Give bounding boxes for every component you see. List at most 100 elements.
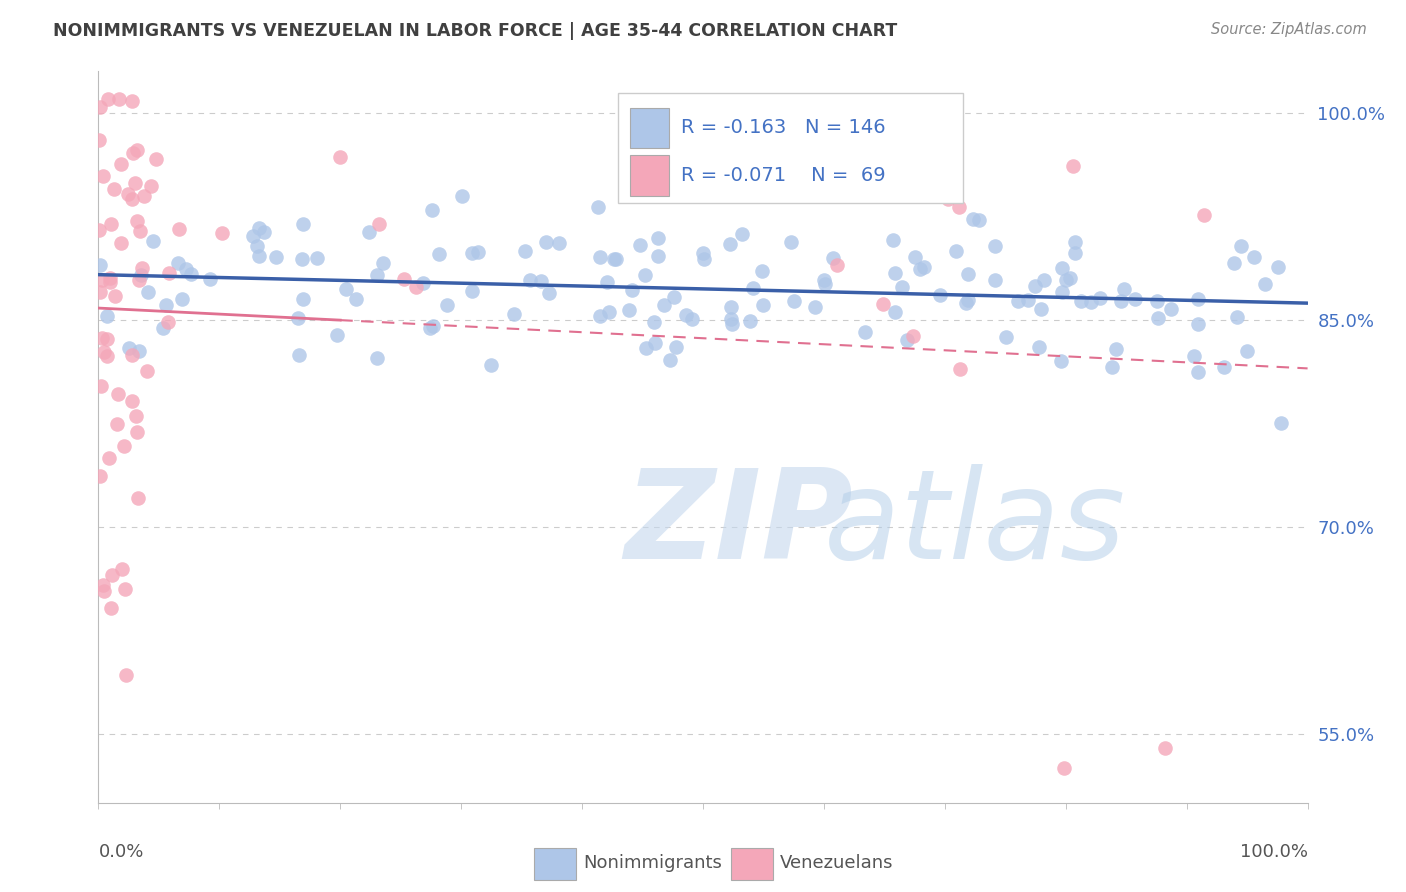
Point xyxy=(882,233,904,247)
Point xyxy=(891,279,914,293)
Point xyxy=(634,268,657,283)
Point xyxy=(782,294,804,309)
Point xyxy=(872,297,894,311)
Point xyxy=(1243,250,1265,264)
Point xyxy=(595,275,617,289)
Point xyxy=(87,133,110,147)
Point xyxy=(96,309,118,323)
Point xyxy=(122,146,145,161)
Point xyxy=(93,169,115,184)
Point xyxy=(180,267,202,281)
Point xyxy=(112,439,135,453)
Point xyxy=(884,305,907,319)
Text: Nonimmigrants: Nonimmigrants xyxy=(583,855,723,872)
Point xyxy=(129,224,152,238)
Point xyxy=(605,252,627,267)
Point xyxy=(169,221,191,235)
Point xyxy=(287,310,309,325)
Point xyxy=(692,246,714,260)
Point xyxy=(132,189,155,203)
Point xyxy=(247,221,270,235)
Point xyxy=(949,361,972,376)
Point xyxy=(647,249,669,263)
Point xyxy=(644,336,666,351)
Point xyxy=(1236,343,1258,358)
Point xyxy=(1160,302,1182,317)
Point xyxy=(110,236,132,251)
Point xyxy=(266,250,288,264)
Point xyxy=(128,273,150,287)
Y-axis label: In Labor Force | Age 35-44: In Labor Force | Age 35-44 xyxy=(0,318,8,557)
Point xyxy=(936,192,959,206)
Point xyxy=(291,218,314,232)
Point xyxy=(91,330,114,344)
Point xyxy=(823,252,845,266)
Point xyxy=(1254,277,1277,291)
Point xyxy=(131,268,153,282)
Point xyxy=(96,333,118,347)
Point xyxy=(1024,278,1046,293)
Point xyxy=(249,249,271,263)
Point xyxy=(335,282,357,296)
Point xyxy=(731,227,754,241)
Point xyxy=(104,289,127,303)
Point xyxy=(675,309,697,323)
Point xyxy=(1147,311,1170,326)
Point xyxy=(1187,365,1209,379)
Point xyxy=(105,417,128,432)
Point xyxy=(1270,416,1292,430)
Point xyxy=(242,229,264,244)
Point xyxy=(1031,302,1053,317)
Point xyxy=(884,266,907,280)
Point xyxy=(1192,208,1215,222)
Point xyxy=(1154,740,1177,755)
Point xyxy=(136,364,159,378)
Point xyxy=(984,273,1007,287)
Point xyxy=(128,344,150,359)
Point xyxy=(1226,310,1249,324)
Point xyxy=(1028,340,1050,354)
Point xyxy=(292,292,315,306)
Text: ZIP: ZIP xyxy=(624,465,853,585)
Point xyxy=(127,214,149,228)
Point xyxy=(152,321,174,335)
Point xyxy=(1105,343,1128,357)
Point xyxy=(427,247,450,261)
Point xyxy=(359,225,381,239)
Point xyxy=(903,329,925,343)
Text: NONIMMIGRANTS VS VENEZUELAN IN LABOR FORCE | AGE 35-44 CORRELATION CHART: NONIMMIGRANTS VS VENEZUELAN IN LABOR FOR… xyxy=(53,22,897,40)
Point xyxy=(155,297,177,311)
Point xyxy=(89,285,111,299)
Point xyxy=(752,298,775,312)
Point xyxy=(108,92,131,106)
Point xyxy=(603,252,626,267)
Point xyxy=(174,262,197,277)
Point xyxy=(1050,285,1073,299)
Point xyxy=(681,311,703,326)
Point xyxy=(467,245,489,260)
Point xyxy=(101,567,124,582)
Point xyxy=(813,273,835,287)
Point xyxy=(346,293,368,307)
Point xyxy=(89,378,111,392)
FancyBboxPatch shape xyxy=(619,94,963,203)
Text: 100.0%: 100.0% xyxy=(1240,843,1308,861)
Point xyxy=(658,353,681,368)
Point xyxy=(305,251,328,265)
Point xyxy=(955,295,977,310)
Point xyxy=(589,310,612,324)
Point xyxy=(1053,761,1076,775)
Point xyxy=(89,100,111,114)
Point xyxy=(1101,359,1123,374)
Point xyxy=(948,201,970,215)
Point xyxy=(994,330,1017,344)
Point xyxy=(110,157,132,171)
Point xyxy=(1059,270,1081,285)
Point xyxy=(111,562,134,576)
Point xyxy=(461,284,484,298)
Point xyxy=(751,264,773,278)
Point xyxy=(519,273,541,287)
Point xyxy=(479,358,502,372)
Point xyxy=(103,182,125,196)
Point xyxy=(405,280,427,294)
